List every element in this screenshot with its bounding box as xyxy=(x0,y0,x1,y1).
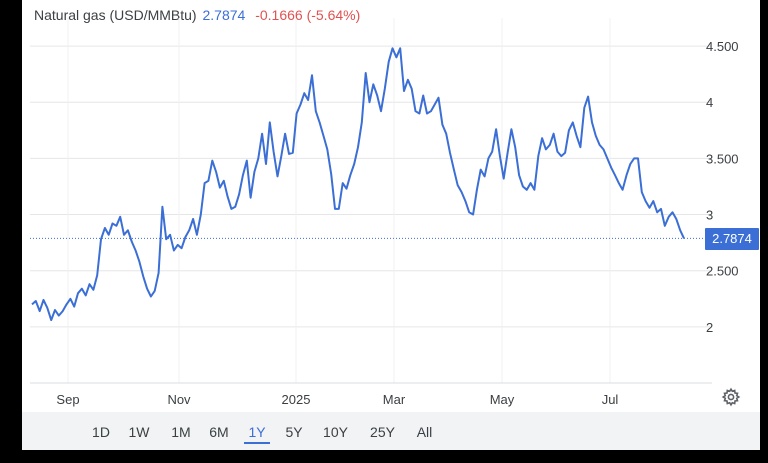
current-price-tag: 2.7874 xyxy=(705,228,759,250)
price-change: -0.1666 (-5.64%) xyxy=(255,7,361,23)
range-button-1m[interactable]: 1M xyxy=(171,424,191,440)
series-line xyxy=(31,47,685,322)
range-button-1y[interactable]: 1Y xyxy=(244,420,270,444)
range-selector: 1D 1W 1M 6M 1Y 5Y 10Y 25Y All xyxy=(22,412,760,450)
range-button-1w[interactable]: 1W xyxy=(128,424,150,440)
range-button-5y[interactable]: 5Y xyxy=(285,424,303,440)
range-button-all[interactable]: All xyxy=(416,424,433,440)
x-tick-label: Jul xyxy=(602,392,619,407)
instrument-name: Natural gas (USD/MMBtu) xyxy=(34,7,197,23)
y-tick-label: 2.500 xyxy=(706,264,739,279)
range-button-25y[interactable]: 25Y xyxy=(370,424,395,440)
chart-panel: Natural gas (USD/MMBtu) 2.7874 -0.1666 (… xyxy=(22,0,760,450)
price-series xyxy=(31,47,685,322)
y-tick-label: 3.500 xyxy=(706,151,739,166)
chart-gridlines xyxy=(30,18,712,384)
x-tick-label: 2025 xyxy=(282,392,311,407)
x-tick-label: Sep xyxy=(56,392,79,407)
x-axis-labels: Sep Nov 2025 Mar May Jul xyxy=(56,392,618,407)
x-tick-label: Nov xyxy=(167,392,191,407)
y-tick-label: 3 xyxy=(706,208,713,223)
gear-icon[interactable] xyxy=(721,387,741,407)
x-tick-label: Mar xyxy=(383,392,406,407)
y-tick-label: 4.500 xyxy=(706,39,739,54)
y-axis-labels: 4.500 4 3.500 3 2.500 2 xyxy=(706,39,739,335)
range-button-10y[interactable]: 10Y xyxy=(323,424,348,440)
y-tick-label: 4 xyxy=(706,95,713,110)
x-tick-label: May xyxy=(490,392,515,407)
quote-header: Natural gas (USD/MMBtu) 2.7874 -0.1666 (… xyxy=(34,7,360,23)
range-button-1d[interactable]: 1D xyxy=(92,424,110,440)
range-button-6m[interactable]: 6M xyxy=(209,424,229,440)
price-chart[interactable]: 4.500 4 3.500 3 2.500 2 Sep Nov 2025 Mar May Jul xyxy=(22,0,760,412)
current-price: 2.7874 xyxy=(202,7,246,23)
y-tick-label: 2 xyxy=(706,320,713,335)
